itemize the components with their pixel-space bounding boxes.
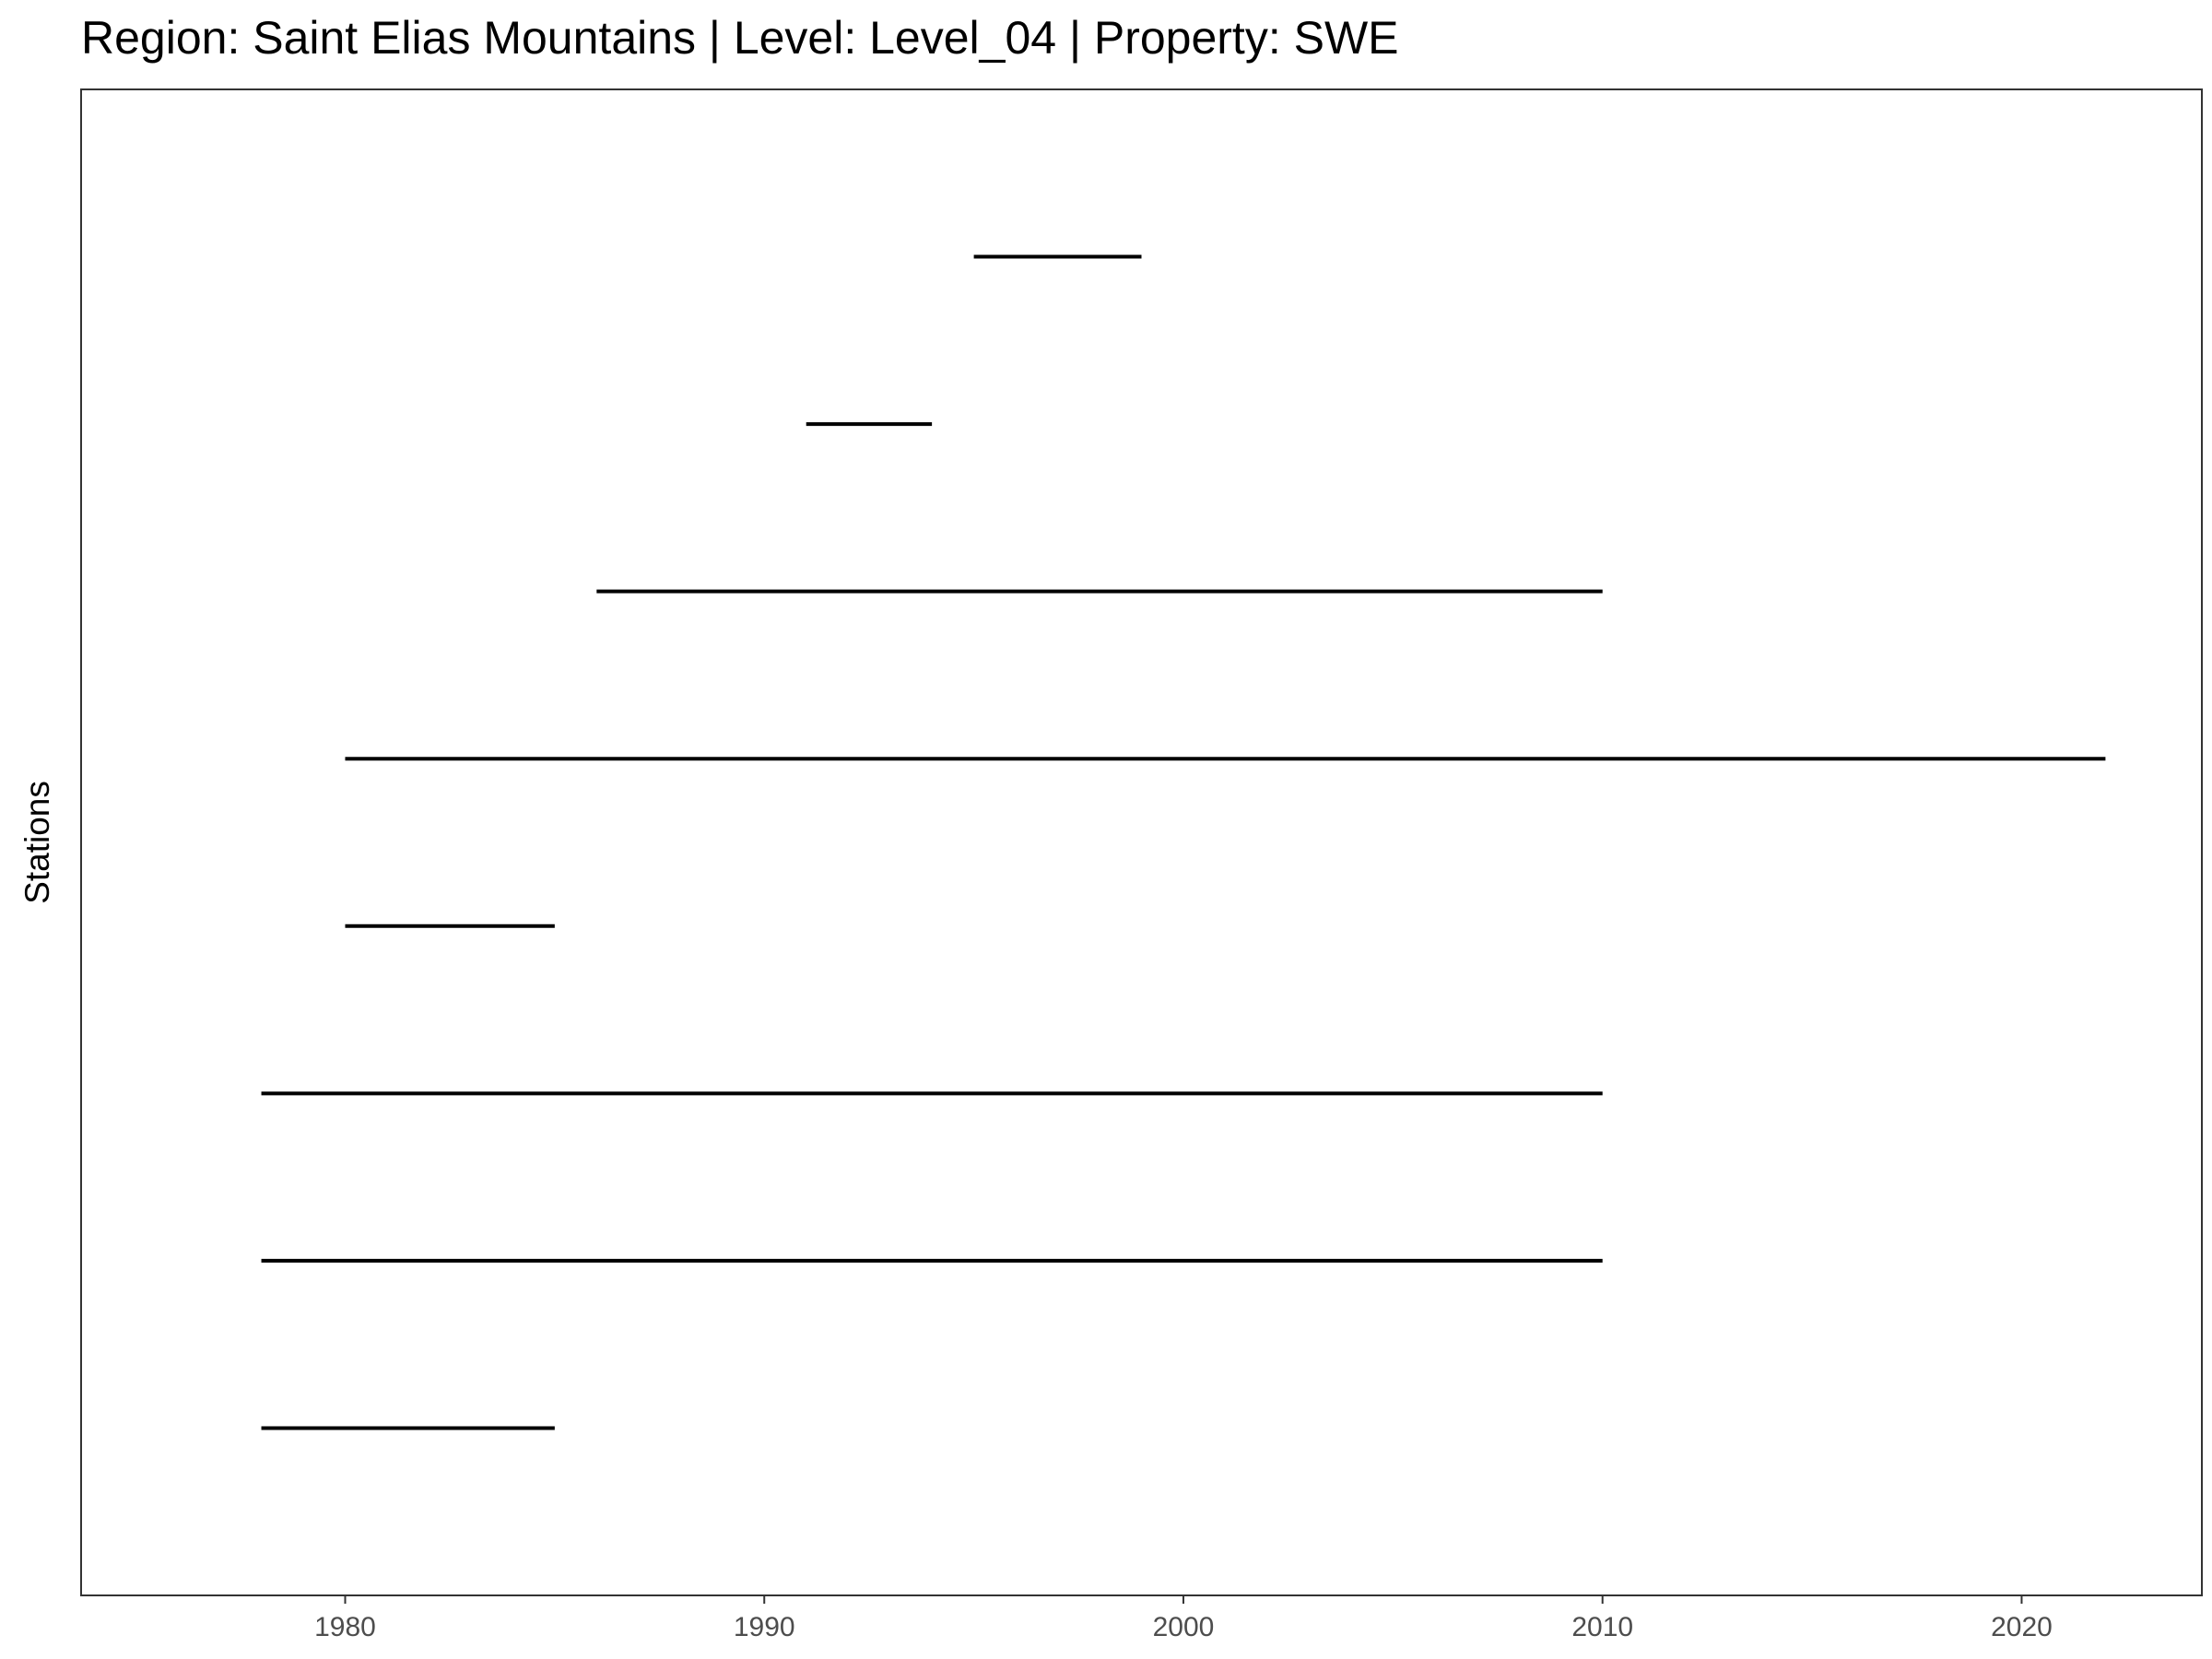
x-tick-label-1980: 1980: [314, 1612, 376, 1642]
x-axis-ticks: 1980 1990 2000 2010 2020: [314, 1595, 2053, 1642]
x-tick-label-2000: 2000: [1153, 1612, 1215, 1642]
y-axis-label: Stations: [18, 781, 56, 904]
plot-panel-border: [80, 88, 2203, 1596]
chart-title: Region: Saint Elias Mountains | Level: L…: [81, 12, 1399, 64]
x-tick-label-2010: 2010: [1571, 1612, 1633, 1642]
x-tick-label-1990: 1990: [734, 1612, 795, 1642]
x-tick-label-2020: 2020: [1991, 1612, 2053, 1642]
station-segments: [261, 254, 2106, 1430]
